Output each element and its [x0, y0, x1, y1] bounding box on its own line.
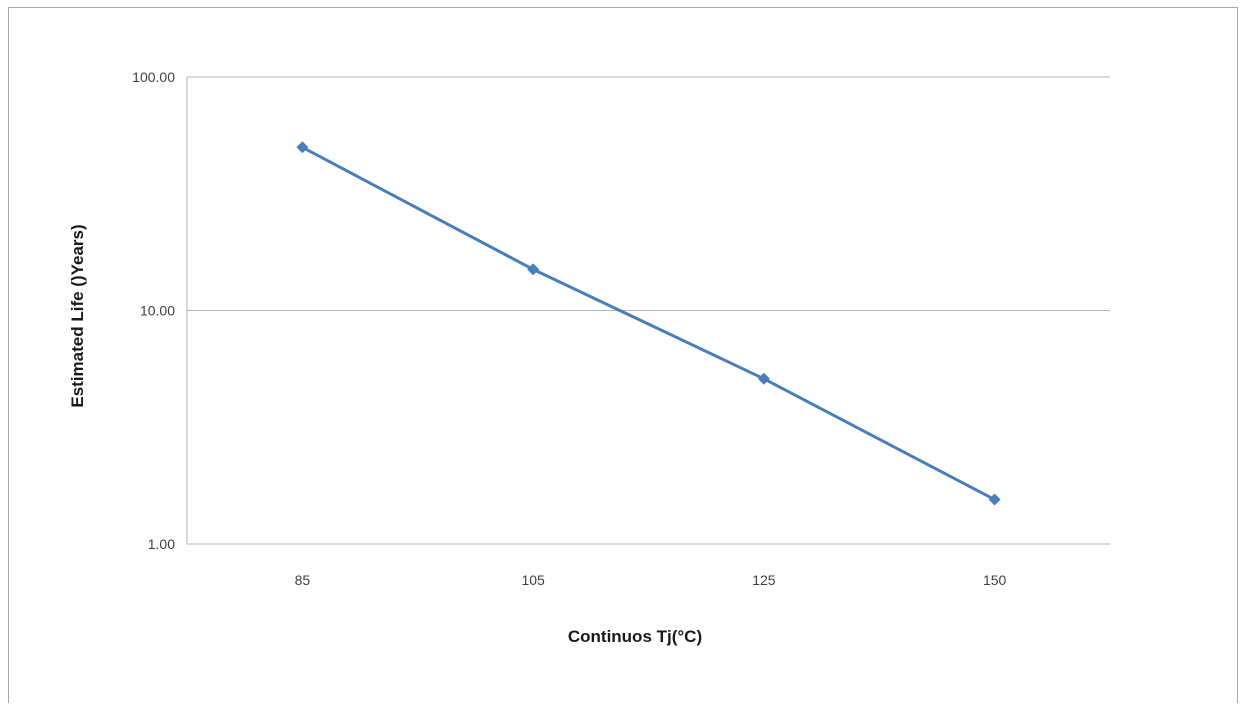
- axis-layer: 1.00 10.00 100.00 85 105 125 150: [132, 69, 1006, 588]
- series-line: [301, 145, 996, 501]
- y-axis-title: Estimated Life ()Years): [68, 224, 87, 407]
- y-tick-label: 1.00: [148, 536, 175, 552]
- data-point-marker: [527, 263, 540, 276]
- data-point-marker: [757, 372, 770, 385]
- grid-layer: [187, 76, 1110, 545]
- x-tick-label: 105: [521, 572, 545, 588]
- x-tick-label: 150: [983, 572, 1007, 588]
- data-point-marker: [988, 493, 1001, 506]
- data-point-marker: [296, 141, 309, 154]
- chart-frame: [8, 7, 1238, 703]
- x-tick-label: 85: [295, 572, 311, 588]
- y-tick-label: 10.00: [140, 303, 175, 319]
- y-tick-label: 100.00: [132, 69, 175, 85]
- series-layer: [296, 141, 1001, 506]
- label-layer: Continuos Tj(°C) Estimated Life ()Years): [68, 224, 702, 646]
- x-axis-title: Continuos Tj(°C): [568, 627, 702, 646]
- x-tick-label: 125: [752, 572, 776, 588]
